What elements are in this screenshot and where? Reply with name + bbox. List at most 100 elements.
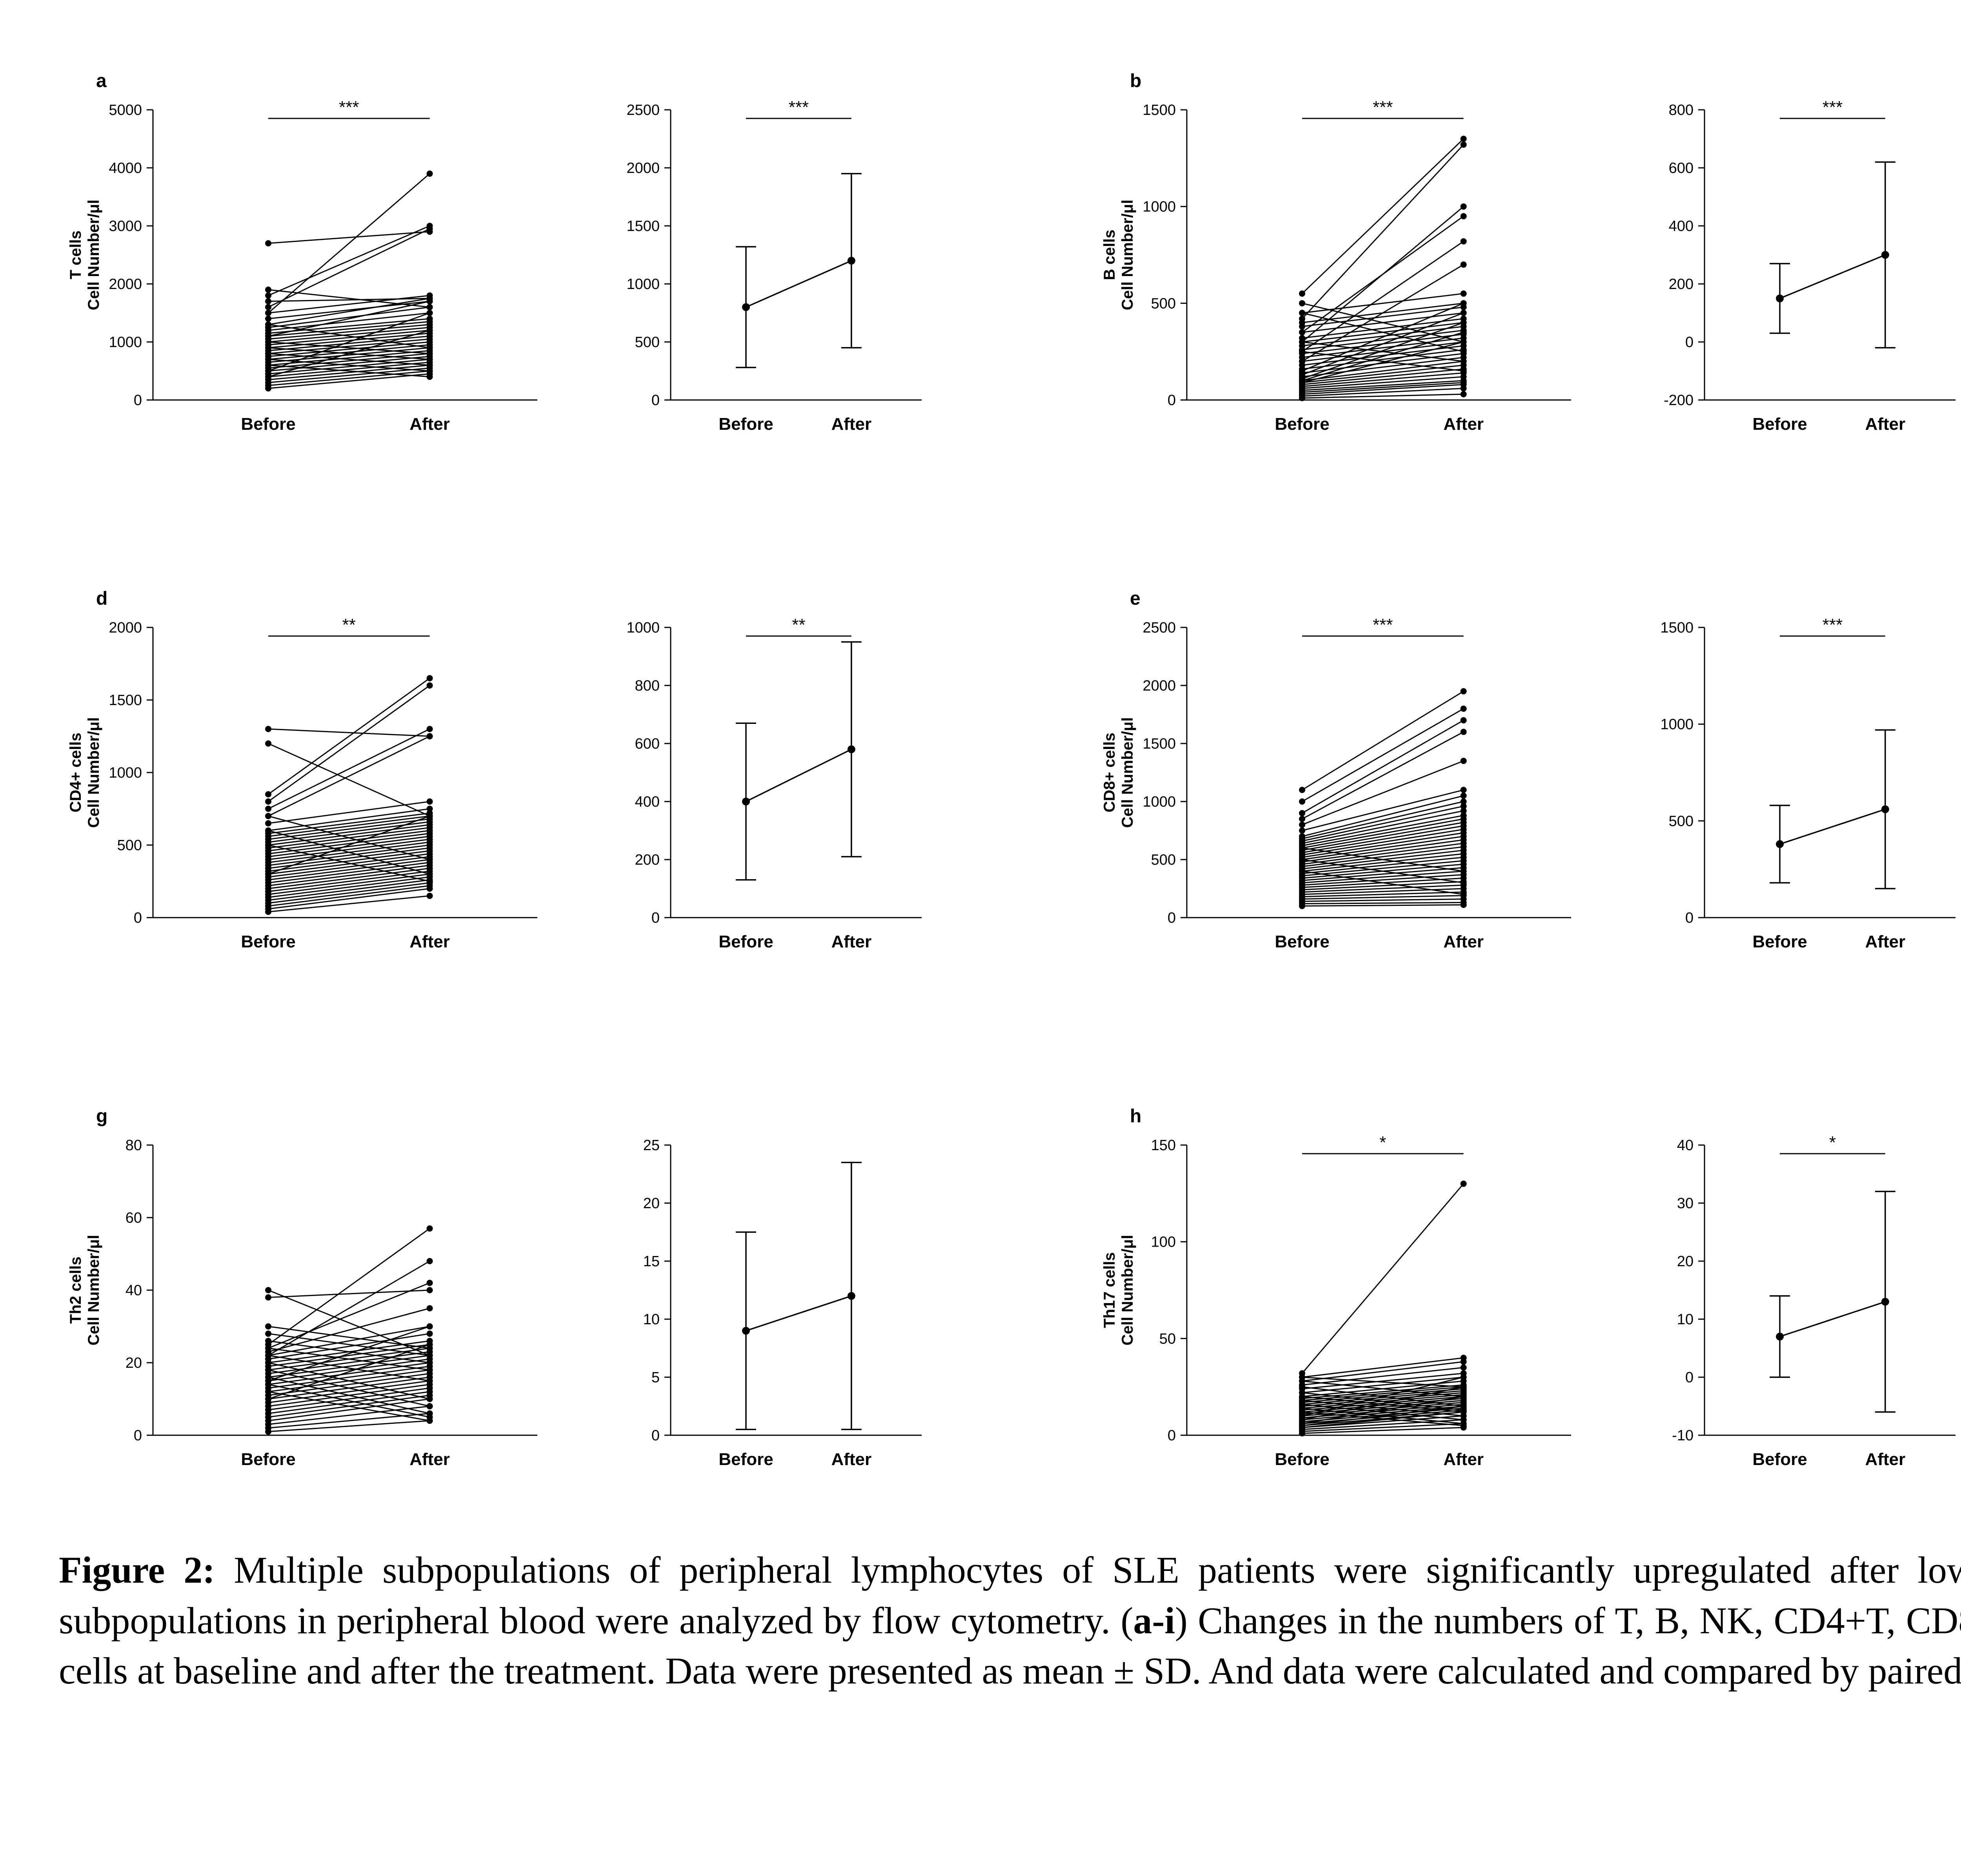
panel-letter: g xyxy=(96,1106,107,1127)
patient-line xyxy=(268,295,430,314)
patient-line xyxy=(268,879,430,901)
patient-line xyxy=(268,341,430,354)
patient-point xyxy=(1460,1403,1467,1409)
patient-line xyxy=(268,344,430,360)
patient-line xyxy=(268,1228,430,1345)
patient-line xyxy=(268,306,430,328)
patient-point xyxy=(1299,903,1305,909)
patient-point xyxy=(426,1360,433,1366)
patient-line xyxy=(268,362,430,378)
mean-point xyxy=(847,256,855,265)
patient-point xyxy=(426,373,433,380)
y-tick-label: 5 xyxy=(651,1369,660,1386)
patient-line xyxy=(1302,302,1464,343)
y-tick-label: 1500 xyxy=(109,692,142,709)
patient-line xyxy=(1302,372,1464,387)
patient-line xyxy=(1302,1361,1464,1382)
patient-line xyxy=(268,895,430,913)
significance-stars: *** xyxy=(1373,98,1393,117)
category-label: Before xyxy=(241,1450,295,1469)
patient-point xyxy=(265,356,271,363)
y-tick-label: 1000 xyxy=(626,276,660,293)
patient-line xyxy=(268,373,430,389)
patient-line xyxy=(1302,801,1464,840)
patient-line xyxy=(268,1405,430,1425)
significance-stars: * xyxy=(1829,1133,1836,1152)
y-tick-label: 20 xyxy=(643,1195,660,1212)
significance-stars: *** xyxy=(789,98,809,117)
patient-point xyxy=(265,321,271,328)
y-tick-label: 800 xyxy=(1669,102,1694,118)
patient-line xyxy=(1302,856,1464,874)
patient-point xyxy=(1460,1374,1467,1380)
patient-line xyxy=(268,1326,430,1382)
patient-line xyxy=(268,1355,430,1382)
y-tick-label: 15 xyxy=(643,1253,660,1270)
patient-point xyxy=(265,339,271,345)
patient-line xyxy=(268,324,430,349)
patient-line xyxy=(1302,393,1464,399)
patient-point xyxy=(1299,300,1305,307)
patient-line xyxy=(268,1376,430,1414)
patient-point xyxy=(426,675,433,682)
patient-point xyxy=(1460,729,1467,735)
patient-line xyxy=(268,836,430,858)
y-tick-label: 1000 xyxy=(1142,794,1176,810)
y-tick-label: 600 xyxy=(635,736,660,752)
patient-point xyxy=(426,1341,433,1348)
patient-line xyxy=(268,1387,430,1411)
significance-stars: *** xyxy=(1373,615,1393,634)
patient-line xyxy=(268,1326,430,1356)
patient-point xyxy=(265,350,271,357)
category-label: After xyxy=(409,1450,450,1469)
patient-line xyxy=(268,815,430,875)
patient-line xyxy=(268,888,430,910)
panel-g-spaghetti-plot: 0 20 40 60 80 Before After Th2 cellsCell Number… xyxy=(67,1106,537,1469)
patient-line xyxy=(1302,822,1464,851)
patient-line xyxy=(1302,216,1464,333)
category-label: Before xyxy=(1275,414,1329,434)
patient-line xyxy=(1302,306,1464,327)
patient-line xyxy=(1302,331,1464,382)
patient-line xyxy=(268,298,430,325)
panel-h-spaghetti-plot: 0 50 100 150 Before After * Th17 cellsCell Numb… xyxy=(1101,1106,1571,1469)
patient-point xyxy=(1460,368,1467,374)
patient-line xyxy=(268,1373,430,1396)
mean-connector xyxy=(1779,254,1886,299)
patient-line xyxy=(1302,888,1464,895)
panel-h-meansd-plot: -10 0 10 20 30 40 Before After * xyxy=(1672,1133,1956,1469)
y-tick-label: 1500 xyxy=(626,218,660,234)
patient-line xyxy=(268,815,430,837)
patient-point xyxy=(1299,1374,1305,1380)
category-label: Before xyxy=(1275,932,1329,951)
patient-line xyxy=(1302,1396,1464,1424)
patient-line xyxy=(1302,384,1464,395)
patient-point xyxy=(1460,798,1467,805)
category-label: Before xyxy=(719,932,773,951)
y-tick-label: 3000 xyxy=(109,218,142,234)
patient-line xyxy=(268,1391,430,1414)
mean-point xyxy=(1776,840,1784,848)
patient-line xyxy=(268,838,430,860)
patient-line xyxy=(268,1380,430,1403)
patient-point xyxy=(426,1403,433,1409)
patient-point xyxy=(426,344,433,351)
category-label: After xyxy=(831,932,871,951)
patient-line xyxy=(268,853,430,875)
panel-letter: h xyxy=(1130,1106,1141,1127)
patient-line xyxy=(268,225,430,296)
patient-point xyxy=(1460,136,1467,142)
y-tick-label: 50 xyxy=(1159,1331,1176,1347)
patient-line xyxy=(1302,874,1464,886)
patient-line xyxy=(1302,853,1464,872)
patient-line xyxy=(268,813,430,834)
caption-segment: a-i xyxy=(1133,1599,1175,1642)
patient-line xyxy=(268,867,430,889)
panel-g-meansd-plot: 0 5 10 15 20 25 Before After xyxy=(643,1137,922,1469)
patient-line xyxy=(268,1347,430,1371)
category-label: Before xyxy=(241,414,295,434)
patient-line xyxy=(268,859,430,881)
mean-connector xyxy=(1779,809,1886,845)
patient-point xyxy=(1460,339,1467,345)
category-label: After xyxy=(1443,414,1484,434)
